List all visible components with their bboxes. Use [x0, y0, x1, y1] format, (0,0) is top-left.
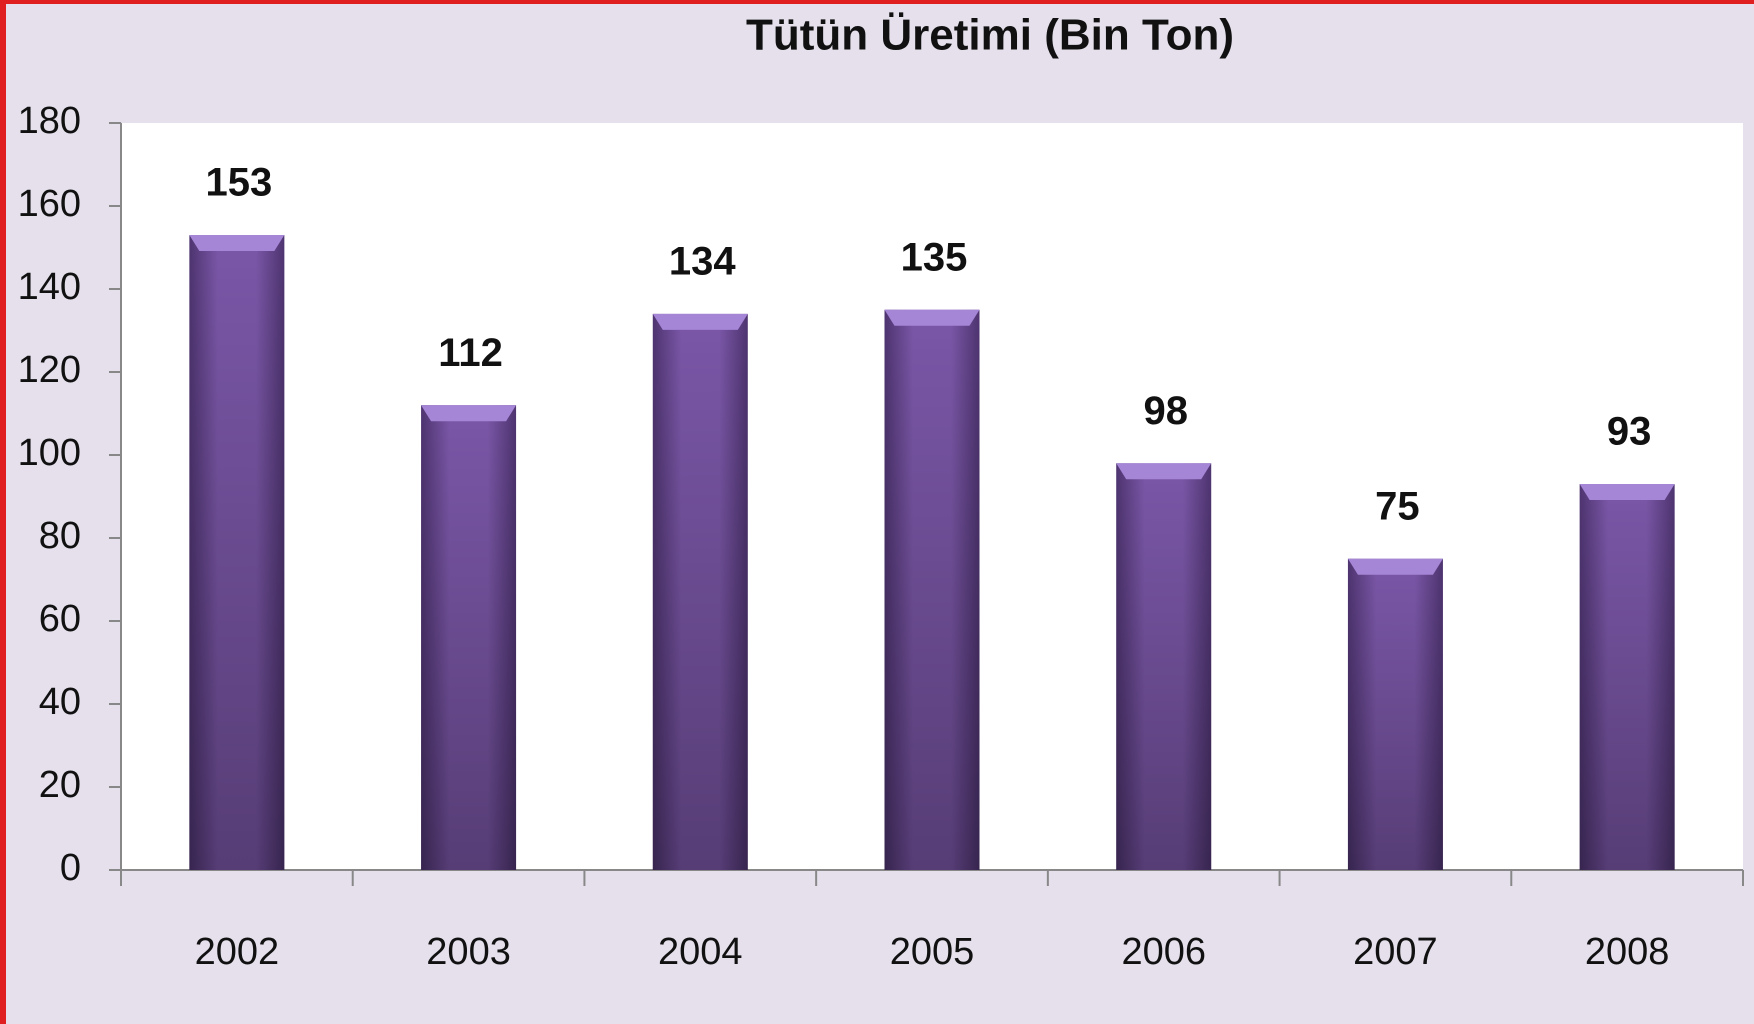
value-label: 93	[1607, 410, 1652, 454]
x-tick-label: 2005	[890, 931, 975, 973]
chart-title: Tütün Üretimi (Bin Ton)	[746, 11, 1234, 60]
y-tick-label: 40	[39, 681, 81, 723]
y-tick-label: 0	[60, 847, 81, 889]
bar-bevel	[652, 313, 748, 330]
bar-shade	[884, 309, 980, 870]
y-tick-label: 80	[39, 515, 81, 557]
y-tick-label: 120	[18, 349, 81, 391]
border-top	[0, 0, 1754, 4]
bar-shade	[1347, 558, 1443, 870]
y-tick-label: 60	[39, 598, 81, 640]
value-label: 112	[438, 331, 503, 375]
bar-shade	[421, 405, 517, 870]
bar-shade	[1579, 484, 1675, 870]
border-left	[0, 0, 6, 1024]
bar-shade	[189, 235, 285, 871]
bar-shade	[652, 313, 748, 870]
x-tick-label: 2002	[195, 931, 280, 973]
x-tick-label: 2006	[1121, 931, 1206, 973]
x-tick-label: 2007	[1353, 931, 1438, 973]
bar-bevel	[1347, 558, 1443, 575]
bar-bevel	[1116, 463, 1212, 480]
value-label: 75	[1375, 484, 1420, 528]
x-tick-label: 2004	[658, 931, 743, 973]
y-tick-label: 160	[18, 183, 81, 225]
x-tick-label: 2008	[1585, 931, 1670, 973]
value-label: 98	[1143, 389, 1188, 433]
value-label: 135	[901, 235, 968, 279]
value-label: 134	[669, 239, 736, 283]
bar-bevel	[1579, 484, 1675, 501]
y-tick-label: 180	[18, 100, 81, 142]
y-tick-label: 100	[18, 432, 81, 474]
bar-bevel	[189, 235, 285, 252]
bar-bevel	[421, 405, 517, 422]
y-tick-label: 140	[18, 266, 81, 308]
y-tick-label: 20	[39, 764, 81, 806]
bar-bevel	[884, 309, 980, 326]
x-tick-label: 2003	[426, 931, 511, 973]
bar-shade	[1116, 463, 1212, 870]
value-label: 153	[205, 161, 272, 205]
